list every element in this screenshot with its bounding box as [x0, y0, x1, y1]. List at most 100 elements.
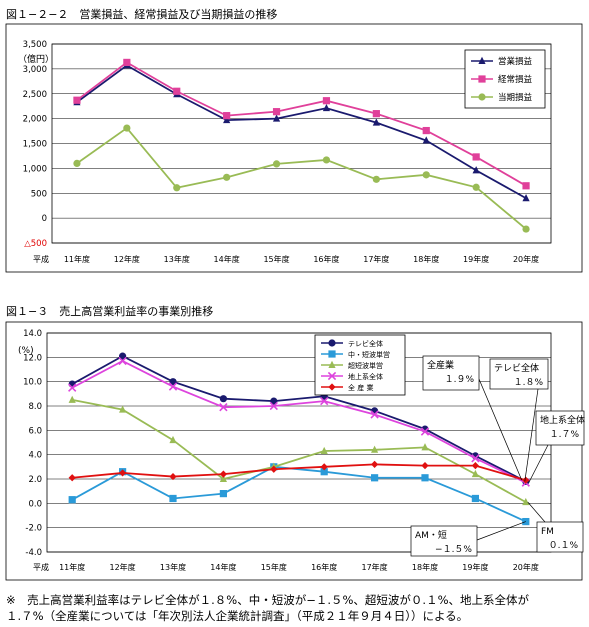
- chart2-y-tick-label-4: 6.0: [28, 426, 42, 436]
- chart2-series-1-point-6: [371, 474, 379, 482]
- chart1-series-2-point-3: [223, 173, 231, 181]
- callout-terrestrial-total-leader: [528, 444, 549, 483]
- chart2-series-4-point-8: [471, 462, 479, 470]
- chart2-legend-label-1: 中・短波単営: [348, 350, 390, 359]
- chart2-series-2-point-0: [68, 395, 76, 403]
- chart2-series-3: [68, 356, 530, 487]
- chart2-series-2-point-9: [522, 497, 530, 506]
- chart2-series-2-point-8: [471, 469, 479, 478]
- chart2-legend-label-0: テレビ全体: [348, 339, 383, 348]
- chart2-legend-marker-4: [328, 383, 336, 391]
- chart2-series-1-point-2: [169, 494, 177, 503]
- chart1-series-0-point-5: [322, 103, 331, 112]
- chart2-series-4-point-4: [270, 465, 278, 473]
- chart1-series-0-point-6: [372, 118, 380, 126]
- chart1-x-tick-label-4: 15年度: [263, 254, 289, 264]
- chart2-x-tick-label-3: 14年度: [210, 562, 236, 572]
- chart1-series-1-point-6: [372, 110, 380, 118]
- chart1-x-tick-label-5: 16年度: [313, 254, 339, 264]
- chart2-x-tick-label-9: 20年度: [513, 562, 539, 572]
- chart2-legend-label-4: 全 産 業: [348, 383, 373, 392]
- callout-terrestrial-total-box: [535, 410, 585, 446]
- footnote: ※ 売上高営業利益率はテレビ全体が１.８%、中・短波が−１.５%、超短波が０.１…: [6, 592, 586, 624]
- chart2-series-3-point-5: [320, 396, 329, 406]
- chart2-title: 図１−３ 売上高営業利益率の事業別推移: [6, 305, 214, 318]
- chart2-legend-marker-0: [328, 339, 336, 347]
- chart2-y-tick-label-3: 8.0: [28, 402, 42, 412]
- chart1-legend-marker-0: [478, 56, 486, 64]
- callout-am-short-value: −１.５%: [435, 545, 472, 555]
- chart1-series-1-point-5: [322, 97, 331, 105]
- callout-tv-total-label: テレビ全体: [494, 362, 539, 374]
- chart1-series-0-point-4: [272, 114, 281, 122]
- chart1-x-tick-label-7: 18年度: [413, 254, 439, 264]
- chart2-y-tick-label-8: -2.0: [25, 524, 42, 534]
- chart1-series-1-point-0: [73, 96, 81, 104]
- chart2-series-3-point-4: [269, 401, 278, 411]
- callout-fm-leader: [527, 501, 546, 523]
- chart2-series-2-point-3: [219, 474, 227, 482]
- chart1-x-tick-label-6: 17年度: [363, 254, 389, 264]
- chart2-y-tick-label-1: 12.0: [23, 353, 42, 363]
- chart2-legend-marker-1: [328, 350, 336, 358]
- chart2-x-tick-label-1: 12年度: [110, 562, 136, 572]
- chart1-series-2-point-8: [472, 183, 480, 191]
- callout-am-short-leader: [476, 521, 526, 541]
- chart2-series-0-point-2: [169, 378, 177, 386]
- chart2-y-tick-label-2: 10.0: [23, 378, 42, 388]
- chart2-x-tick-label-8: 19年度: [462, 562, 488, 572]
- chart1-x-tick-label-9: 20年度: [513, 254, 539, 264]
- chart2-series-3-point-6: [370, 410, 379, 419]
- chart2-series-4-point-6: [371, 460, 379, 468]
- chart1-y-tick-label-4: 1,500: [23, 140, 47, 150]
- callout-am-short-label: AM・短: [415, 529, 447, 541]
- chart2-series-2-point-7: [421, 443, 429, 451]
- chart2-series-3-point-8: [471, 454, 480, 463]
- chart1-y-tick-label-8: △500: [24, 239, 47, 249]
- chart1-series-2-line: [76, 126, 527, 230]
- chart1-series-2-point-6: [372, 175, 380, 183]
- chart1-series-2-point-2: [173, 184, 181, 192]
- chart1-x-tick-label-1: 12年度: [114, 254, 140, 264]
- chart2-series-3-point-7: [420, 427, 430, 436]
- chart1-series-1-line: [76, 61, 527, 187]
- chart1-svg: 3,500 3,000 2,500 2,000 1,500 1,000 500 0 △500 （億…: [5, 23, 583, 273]
- chart2-legend-marker-2: [328, 360, 336, 368]
- chart1-series-1-point-4: [272, 108, 281, 116]
- chart2-unit-label: (%): [18, 346, 34, 356]
- chart2-y-tick-label-5: 4.0: [28, 451, 42, 461]
- chart1-legend-marker-2: [478, 93, 486, 101]
- chart1-series-2-point-0: [73, 159, 81, 167]
- chart2-x-tick-label-5: 16年度: [311, 562, 337, 572]
- chart2-y-tick-label-6: 2.0: [28, 475, 42, 485]
- callout-all-industry-leader: [478, 378, 523, 481]
- chart1-legend-label-0: 営業損益: [498, 56, 533, 67]
- callout-all-industry-label: 全産業: [427, 359, 454, 371]
- chart2-series-0-point-4: [270, 397, 278, 405]
- chart2-series-4-point-0: [68, 474, 76, 482]
- chart1-series-2-point-4: [272, 160, 281, 168]
- chart1-series-0-line: [76, 64, 527, 200]
- chart2-series-2-point-6: [371, 445, 379, 453]
- chart2-x-tick-label-7: 18年度: [412, 562, 438, 572]
- chart1-series-1-point-8: [472, 153, 480, 161]
- callout-fm-label: FM: [541, 527, 554, 537]
- chart1-y-tick-label-0: 3,500: [23, 40, 47, 50]
- chart2-series-2-point-5: [320, 446, 328, 455]
- callout-terrestrial-total-label: 地上系全体: [540, 414, 585, 426]
- chart2-series-3-point-1: [118, 356, 127, 366]
- chart2-series-3-point-2: [168, 382, 178, 391]
- chart2-legend-marker-3: [327, 371, 337, 381]
- chart2-series-4-point-9: [522, 476, 530, 484]
- chart2-legend-label-2: 超短波単営: [348, 361, 383, 370]
- chart2-series-1-point-8: [471, 494, 479, 503]
- chart1-series-1-point-7: [422, 126, 430, 135]
- chart1-y-tick-label-5: 1,000: [23, 164, 47, 174]
- chart2-series-0-point-3: [219, 395, 227, 403]
- chart2-series-1-point-3: [219, 490, 227, 498]
- chart1-series-2-point-5: [322, 156, 331, 164]
- footnote-line-2: １.７%（全産業については「年次別法人企業統計調査」（平成２１年９月４日））によ…: [6, 609, 469, 623]
- chart1-title: 図１−２−２ 営業損益、経常損益及び当期損益の推移: [6, 8, 278, 21]
- chart1-x-tick-label-0: 11年度: [64, 254, 90, 264]
- chart2-series-1-line: [71, 465, 527, 523]
